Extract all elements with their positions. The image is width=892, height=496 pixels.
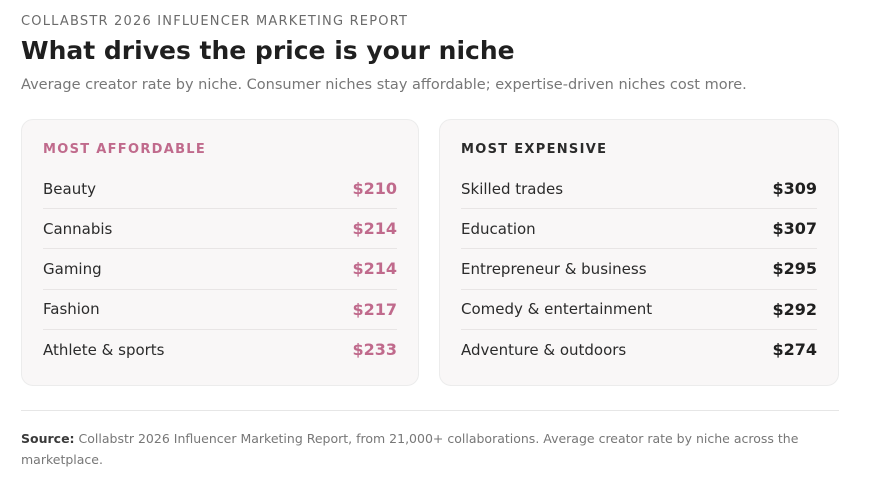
niche-rate: $210 (352, 179, 397, 199)
list-item: Comedy & entertainment $292 (461, 290, 817, 330)
list-item: Cannabis $214 (43, 209, 397, 250)
most-expensive-list: Skilled trades $309 Education $307 Entre… (461, 169, 817, 370)
niche-label: Comedy & entertainment (461, 300, 653, 319)
niche-label: Skilled trades (461, 179, 564, 198)
most-affordable-heading: MOST AFFORDABLE (43, 142, 207, 157)
report-eyebrow: COLLABSTR 2026 INFLUENCER MARKETING REPO… (21, 14, 409, 29)
niche-rate: $214 (352, 219, 397, 239)
list-item: Fashion $217 (43, 290, 397, 330)
niche-rate: $274 (772, 340, 817, 360)
list-item: Gaming $214 (43, 249, 397, 290)
source-label: Source: (21, 431, 75, 446)
niche-label: Beauty (43, 179, 96, 198)
niche-rate: $217 (352, 299, 397, 319)
niche-label: Adventure & outdoors (461, 340, 627, 359)
list-item: Athlete & sports $233 (43, 330, 397, 370)
niche-rate: $292 (772, 299, 817, 319)
niche-rate: $214 (352, 259, 397, 279)
list-item: Education $307 (461, 209, 817, 250)
niche-label: Gaming (43, 259, 102, 278)
source-text: Collabstr 2026 Influencer Marketing Repo… (21, 431, 799, 467)
footer-divider (21, 410, 839, 411)
list-item: Adventure & outdoors $274 (461, 330, 817, 370)
list-item: Skilled trades $309 (461, 169, 817, 210)
source-note: Source: Collabstr 2026 Influencer Market… (21, 428, 811, 470)
niche-rate: $233 (352, 340, 397, 360)
niche-label: Education (461, 219, 536, 238)
niche-label: Fashion (43, 300, 100, 319)
niche-rate: $307 (772, 219, 817, 239)
niche-rate: $309 (772, 179, 817, 199)
niche-label: Athlete & sports (43, 340, 165, 359)
most-expensive-card: MOST EXPENSIVE Skilled trades $309 Educa… (439, 119, 839, 386)
list-item: Beauty $210 (43, 169, 397, 210)
most-affordable-card: MOST AFFORDABLE Beauty $210 Cannabis $21… (21, 119, 419, 386)
niche-label: Cannabis (43, 219, 113, 238)
niche-rate: $295 (772, 259, 817, 279)
most-affordable-list: Beauty $210 Cannabis $214 Gaming $214 Fa… (43, 169, 397, 370)
page-title: What drives the price is your niche (21, 36, 515, 65)
page-subtitle: Average creator rate by niche. Consumer … (21, 77, 747, 93)
list-item: Entrepreneur & business $295 (461, 249, 817, 290)
niche-label: Entrepreneur & business (461, 259, 647, 278)
most-expensive-heading: MOST EXPENSIVE (461, 142, 608, 157)
